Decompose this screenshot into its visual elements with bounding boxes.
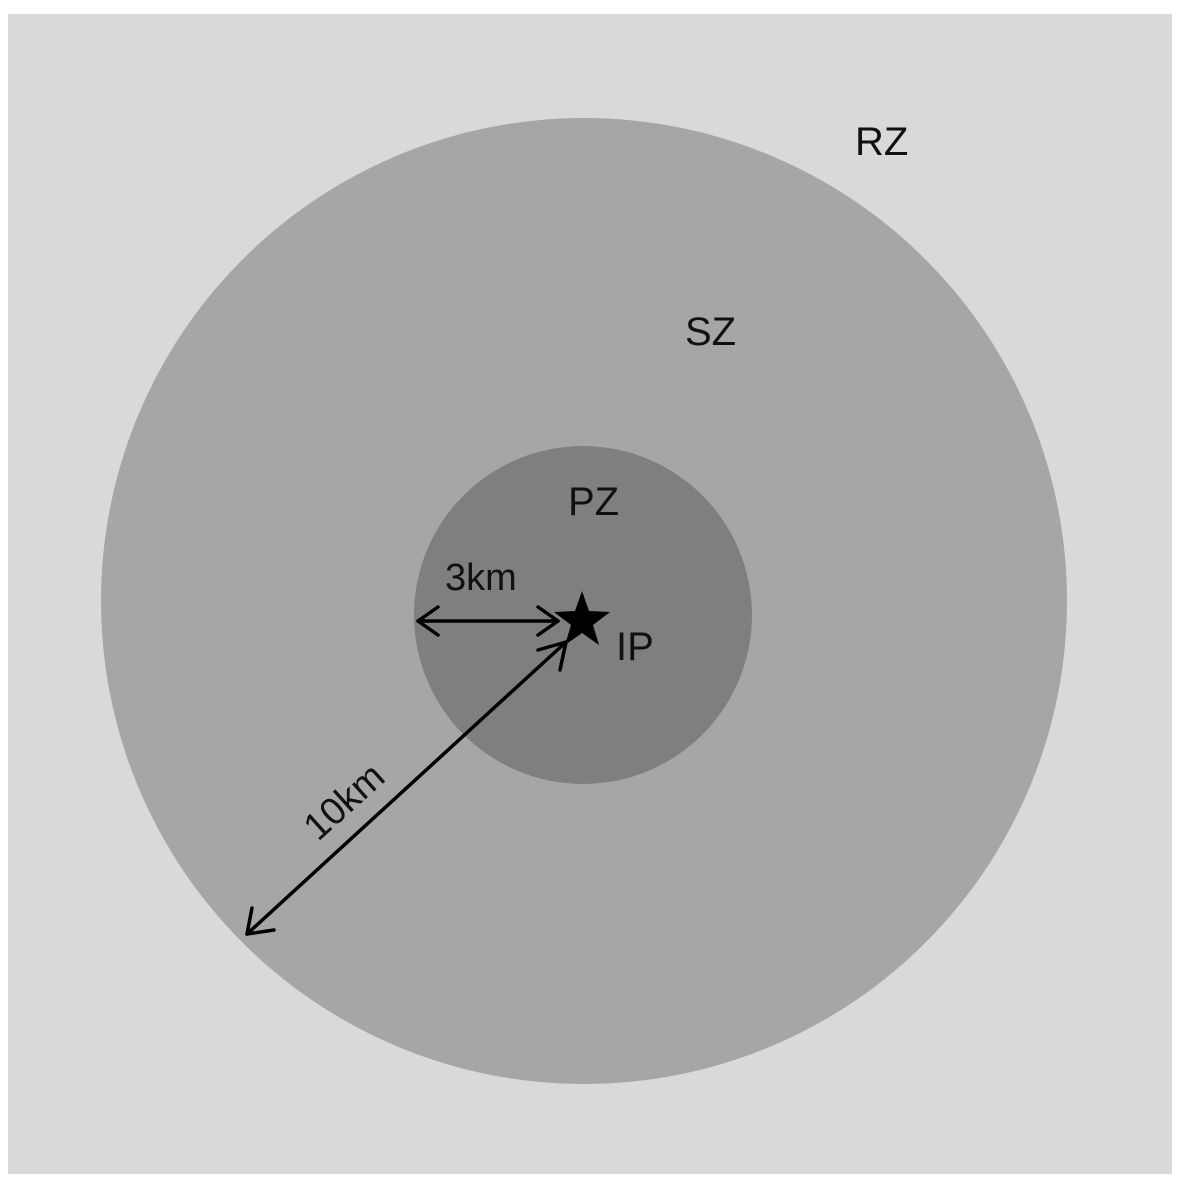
pz-radius-label: 3km [445,557,517,599]
pz-label: PZ [568,480,619,524]
star-icon [554,591,610,645]
sz-label: SZ [685,310,736,354]
ip-label: IP [616,625,654,669]
pz-radius-arrow [416,605,560,637]
rz-label: RZ [855,120,908,164]
